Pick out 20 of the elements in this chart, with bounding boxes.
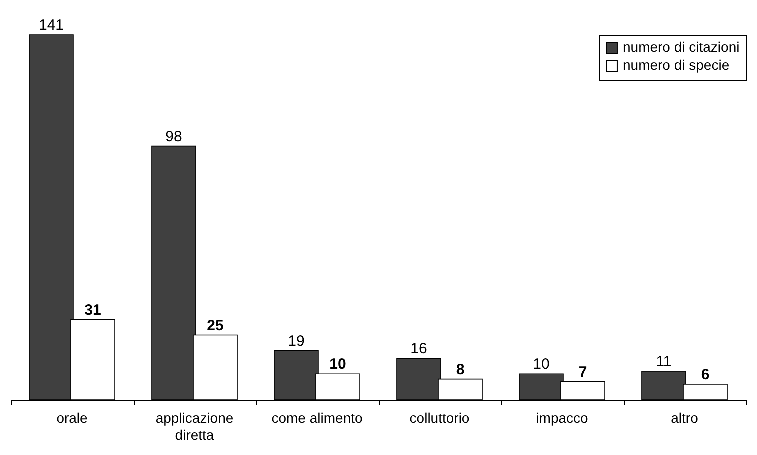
x-tick-label: orale [56,410,88,426]
data-label: 11 [656,354,672,371]
data-label: 10 [330,356,346,374]
x-tick-label: altro [671,410,699,426]
x-tick-label: come alimento [272,410,363,426]
legend-label: numero di citazioni [623,39,740,55]
x-tick-label: impacco [536,410,589,426]
data-label: 8 [456,361,465,378]
data-label: 6 [701,366,710,384]
x-tick-label: applicazione diretta [156,410,234,443]
data-label: 25 [207,317,224,334]
legend-label: numero di specie [623,57,730,73]
data-label: 19 [288,332,305,350]
data-label: 10 [533,356,550,374]
x-tick-label: colluttorio [410,410,470,426]
data-label: 98 [166,128,182,146]
data-label: 7 [578,364,588,381]
data-label: 141 [38,17,64,34]
data-label: 31 [84,302,102,319]
data-label: 16 [410,340,428,358]
